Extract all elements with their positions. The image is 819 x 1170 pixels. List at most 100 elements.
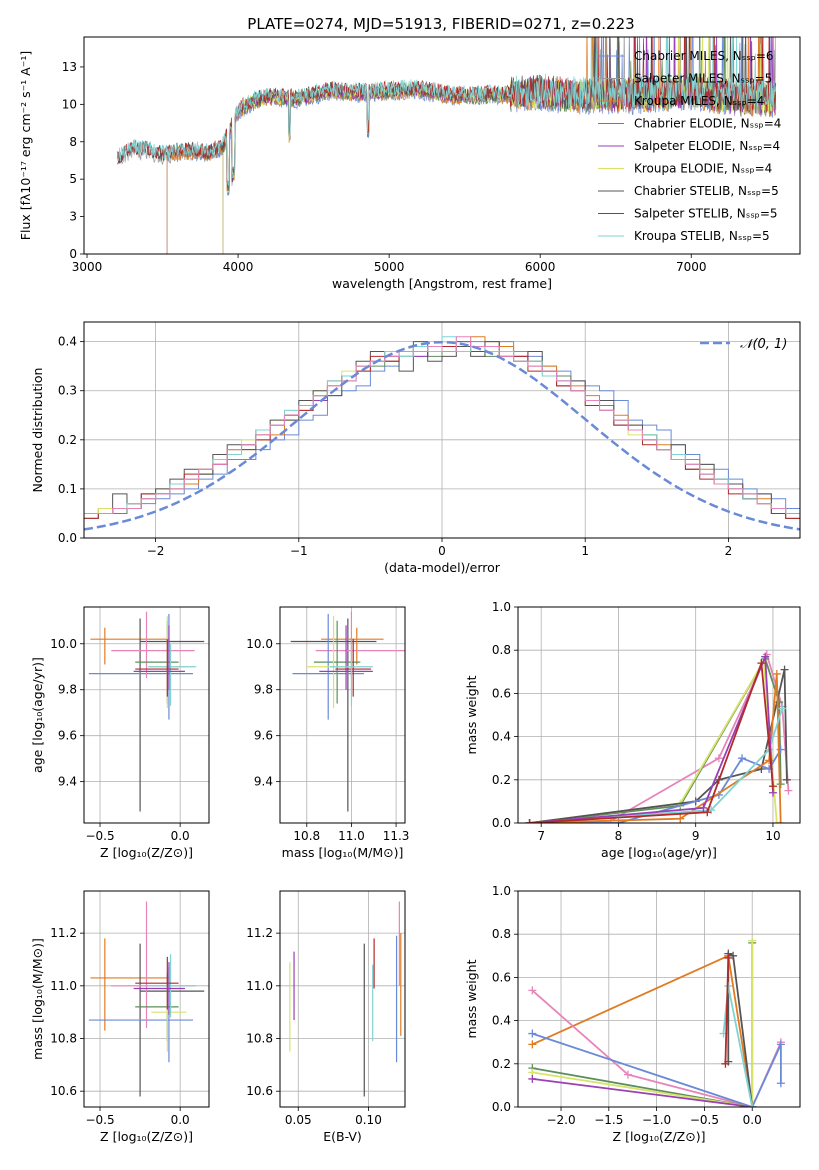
y-tick-label: 0.0 <box>492 816 511 830</box>
weight-line <box>529 656 782 823</box>
x-tick-label: −1.5 <box>594 1113 623 1127</box>
weight-marker <box>721 1059 730 1068</box>
weight-marker <box>776 780 785 789</box>
y-tick-label: 11.2 <box>246 926 273 940</box>
weight-line <box>529 662 774 823</box>
errorbar-point <box>90 938 169 1031</box>
y-tick-label: 0.2 <box>492 1057 511 1071</box>
y-tick-label: 9.4 <box>58 775 77 789</box>
weight-marker <box>724 953 733 962</box>
y-tick-label: 0.4 <box>58 335 77 349</box>
weight-marker <box>772 819 781 823</box>
x-axis-label: age [log₁₀(age/yr)] <box>601 845 717 860</box>
legend-entry: Salpeter MILES, Nₛₛₚ=5 <box>634 72 772 86</box>
gaussian-curve <box>84 340 800 531</box>
y-tick-label: 10 <box>62 97 77 111</box>
chart-residuals: −2 −1 0 1 2 0.0 0.1 0.2 0.3 0.4 (data-model)/error… <box>30 321 801 575</box>
x-tick-label: −1.0 <box>642 1113 671 1127</box>
weight-series <box>525 654 785 823</box>
y-tick-label: 0.8 <box>492 927 511 941</box>
weight-line <box>529 658 778 823</box>
y-axis-label: Flux [fλ10⁻¹⁷ erg cm⁻² s⁻¹ A⁻¹] <box>18 51 33 240</box>
y-axis-label: age [log₁₀(age/yr)] <box>30 657 45 773</box>
weight-marker <box>776 819 785 823</box>
y-tick-label: 0.2 <box>58 433 77 447</box>
axes-frame <box>279 606 406 824</box>
y-tick-label: 0.6 <box>492 970 511 984</box>
weight-line <box>529 651 790 823</box>
weight-marker <box>525 819 534 823</box>
plot-area <box>88 611 205 812</box>
x-tick-label: 0.0 <box>743 1113 762 1127</box>
weight-marker <box>776 1079 785 1088</box>
errorbar-point <box>139 618 205 812</box>
weight-series <box>721 953 733 1068</box>
x-tick-label: 0.0 <box>171 1113 190 1127</box>
y-tick-label: 0 <box>69 247 77 261</box>
y-tick-label: 9.6 <box>254 729 273 743</box>
errorbar-point <box>319 625 373 690</box>
histogram-step <box>84 341 800 519</box>
y-tick-label: 10.8 <box>50 1032 77 1046</box>
axes-frame <box>517 890 801 1108</box>
axes-frame <box>517 606 801 824</box>
x-tick-label: 11.0 <box>338 829 365 843</box>
y-tick-label: 5 <box>69 172 77 186</box>
errorbar-point <box>133 962 185 1015</box>
weight-marker <box>782 775 791 784</box>
weight-marker <box>528 1040 537 1049</box>
weight-marker <box>748 1103 757 1107</box>
errorbar-point <box>111 901 195 1028</box>
errorbar-point <box>330 643 373 706</box>
weight-marker <box>528 1029 537 1038</box>
y-tick-label: 1.0 <box>492 600 511 614</box>
weight-line <box>529 708 784 823</box>
x-tick-label: 3000 <box>72 260 103 274</box>
legend-entry: Chabrier MILES, Nₛₛₚ=6 <box>634 49 774 63</box>
plot-area <box>116 37 777 254</box>
errorbar-point <box>148 954 197 1018</box>
x-tick-label: 0 <box>438 544 446 558</box>
x-tick-label: 1 <box>581 544 589 558</box>
x-tick-label: 10 <box>765 829 780 843</box>
x-tick-label: 9 <box>692 829 700 843</box>
x-axis-label: wavelength [Angstrom, rest frame] <box>332 276 552 291</box>
weight-marker <box>757 659 766 668</box>
y-tick-label: 0.1 <box>58 482 77 496</box>
weight-marker <box>528 986 537 995</box>
errorbar-point <box>335 639 372 697</box>
y-tick-label: 0.4 <box>492 1014 511 1028</box>
y-tick-label: 1.0 <box>492 884 511 898</box>
y-tick-label: 3 <box>69 210 77 224</box>
x-tick-label: −0.5 <box>690 1113 719 1127</box>
y-tick-label: 9.4 <box>254 775 273 789</box>
weight-series <box>525 652 777 823</box>
errorbar-point <box>148 643 197 706</box>
y-tick-label: 0.3 <box>58 384 77 398</box>
legend-entry: Kroupa ELODIE, Nₛₛₚ=4 <box>634 162 772 176</box>
x-tick-label: 0.0 <box>171 829 190 843</box>
axes-frame <box>83 36 801 255</box>
errorbar-point <box>321 627 384 665</box>
errorbar-point <box>133 625 185 690</box>
y-tick-label: 8 <box>69 135 77 149</box>
x-tick-label: −0.5 <box>85 1113 114 1127</box>
weight-marker <box>676 814 685 823</box>
weight-marker <box>528 1074 537 1083</box>
weight-marker <box>738 754 747 763</box>
x-tick-label: 4000 <box>223 260 254 274</box>
weight-marker <box>780 665 789 674</box>
legend-entry: Kroupa STELIB, Nₛₛₚ=5 <box>634 229 770 243</box>
plot-area <box>289 901 402 1097</box>
weight-marker <box>772 669 781 678</box>
weight-line <box>532 940 754 1107</box>
chart-age_vs_Z: −0.5 0.0 9.4 9.6 9.8 10.0 Z [log₁₀(Z/Z⊙)] age [… <box>30 606 210 860</box>
axes-frame <box>83 890 210 1108</box>
x-tick-label: −2.0 <box>546 1113 575 1127</box>
y-tick-label: 11.2 <box>50 926 77 940</box>
weight-line <box>532 1078 753 1107</box>
x-tick-label: −0.5 <box>85 829 114 843</box>
weight-series <box>528 1074 757 1107</box>
weight-marker <box>623 1070 632 1079</box>
